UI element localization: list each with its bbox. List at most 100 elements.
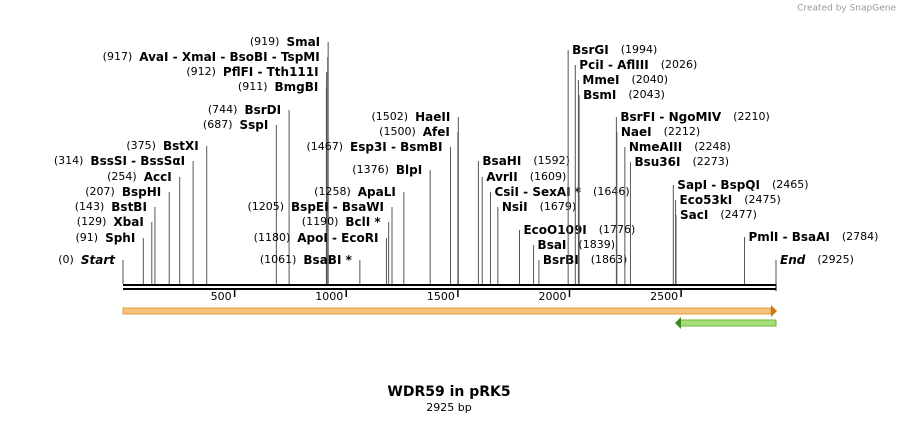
site-name: BssSI - BssSαI [90,154,185,168]
feature-arrow [771,305,777,317]
site-position: (1180) [254,231,291,244]
site-position: (2248) [694,140,731,153]
site-name: SapI - BspQI [677,178,760,192]
site-label: NmeAIII (2248) [629,140,731,154]
site-name: PmlI - BsaAI [749,230,830,244]
tick-label: 1000 [315,290,343,303]
site-label: NaeI (2212) [621,125,700,139]
site-position: (2043) [628,88,665,101]
site-position: (1863) [591,253,628,266]
site-label: (1205) BspEI - BsaWI [247,200,384,214]
credit: Created by SnapGene [797,4,896,14]
site-name: BclI * [345,215,381,229]
site-label: Bsu36I (2273) [634,155,729,169]
site-name: HaeII [415,110,450,124]
site-name: BsrBI [543,253,579,267]
site-label: BsrFI - NgoMIV (2210) [620,110,769,124]
site-position: (1061) [260,253,297,266]
site-position: (1592) [533,154,570,167]
site-label: (1190) BclI * [302,215,382,229]
site-position: (1190) [302,215,339,228]
site-position: (917) [103,50,133,63]
site-label: (1500) AfeI [379,125,450,139]
site-position: (911) [238,80,268,93]
site-position: (919) [250,35,280,48]
tick-label: 500 [211,290,232,303]
site-name: BsaHI [482,154,521,168]
start-label: Start [81,253,116,267]
site-position: (2465) [772,178,809,191]
site-label: (912) PflFI - Tth111I [186,65,318,79]
site-name: SacI [680,208,708,222]
site-position: (1679) [540,200,577,213]
site-name: NaeI [621,125,652,139]
site-name: SphI [105,231,135,245]
end-label: End [780,253,806,267]
site-name: BmgBI [275,80,319,94]
site-name: BlpI [396,163,422,177]
site-position: (687) [203,118,233,131]
site-name: Bsu36I [634,155,680,169]
site-name: CsiI - SexAI * [494,185,581,199]
site-label: (911) BmgBI [238,80,318,94]
site-label: (1258) ApaLI [314,185,396,199]
site-name: AvaI - XmaI - BsoBI - TspMI [139,50,319,64]
site-position: (1839) [578,238,615,251]
site-position: (2784) [842,230,879,243]
site-position: (1502) [372,110,409,123]
site-name: BspEI - BsaWI [291,200,384,214]
site-label: (919) SmaI [250,35,320,49]
site-position: (129) [77,215,107,228]
site-label: (254) AccI [107,170,172,184]
site-name: BsrGI [572,43,609,57]
site-position: (2475) [744,193,781,206]
site-position: (2477) [720,208,757,221]
site-label: (744) BsrDI [208,103,281,117]
site-name: BsaI [538,238,567,252]
site-label: PmlI - BsaAI (2784) [749,230,879,244]
site-label: SapI - BspQI (2465) [677,178,808,192]
site-label: (91) SphI [75,231,135,245]
site-name: BstXI [163,139,199,153]
site-label: Eco53kI (2475) [680,193,781,207]
tick-label: 2500 [650,290,678,303]
site-position: (0) [58,253,74,266]
site-position: (2273) [692,155,729,168]
site-name: XbaI [113,215,143,229]
subtitle: 2925 bp [426,401,471,414]
site-label: (143) BstBI [75,200,147,214]
tick-label: 1500 [427,290,455,303]
site-label: MmeI (2040) [582,73,668,87]
site-name: SspI [240,118,269,132]
site-name: SmaI [286,35,320,49]
site-label: BsmI (2043) [583,88,665,102]
site-label: (1467) Esp3I - BsmBI [306,140,442,154]
site-name: BspHI [122,185,161,199]
site-label: (375) BstXI [126,139,198,153]
site-name: MmeI [582,73,619,87]
site-label: (1502) HaeII [372,110,451,124]
site-label: SacI (2477) [680,208,757,222]
site-label: (0) Start [58,253,116,267]
site-position: (314) [54,154,84,167]
site-name: AccI [144,170,172,184]
site-name: PciI - AflIII [579,58,648,72]
site-position: (1994) [621,43,658,56]
site-position: (1500) [379,125,416,138]
site-label: (314) BssSI - BssSαI [54,154,185,168]
site-position: (2210) [733,110,770,123]
site-name: NsiI [502,200,528,214]
site-position: (375) [126,139,156,152]
site-label: PciI - AflIII (2026) [579,58,697,72]
site-label: (129) XbaI [77,215,144,229]
site-position: (1609) [530,170,567,183]
site-name: NmeAIII [629,140,682,154]
site-label: AvrII (1609) [486,170,566,184]
site-name: BsrFI - NgoMIV [620,110,721,124]
site-position: (1376) [352,163,389,176]
site-name: AfeI [423,125,450,139]
site-position: (912) [186,65,216,78]
site-name: Eco53kI [680,193,733,207]
feature-green [679,319,777,327]
site-label: BsrBI (1863) [543,253,627,267]
